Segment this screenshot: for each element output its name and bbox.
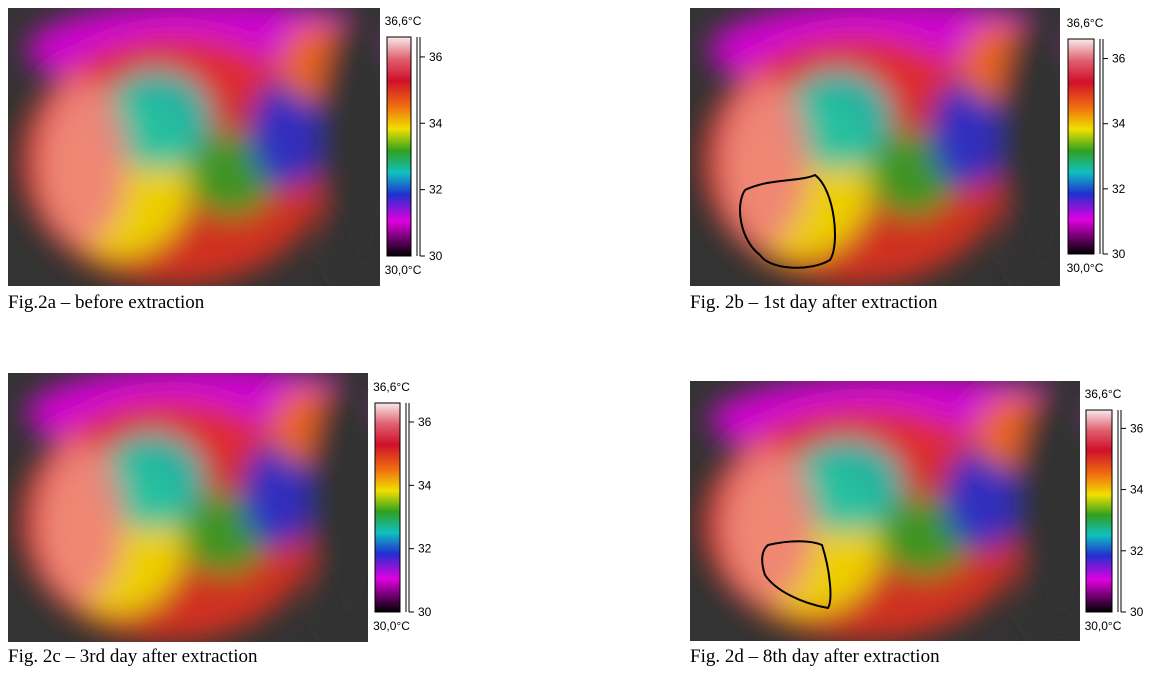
colorbar-max-label: 36,6°C <box>385 14 422 28</box>
thermal-image <box>18 373 368 642</box>
thermal-blobs <box>701 8 1060 286</box>
colorbar-tick-label: 34 <box>418 478 432 492</box>
colorbar-tick-label: 30 <box>1130 605 1144 619</box>
heat-blob <box>930 77 1005 189</box>
colorbar-tick-label: 34 <box>1112 117 1126 131</box>
heat-blob <box>98 432 206 530</box>
colorbar-min-label: 30,0°C <box>1067 261 1104 275</box>
thermal-panel: 36 34 32 30 36,6°C 30,0°C Fig.2a – before extr… <box>8 8 443 313</box>
colorbar <box>1067 38 1095 255</box>
thermal-panel: 36 34 32 30 36,6°C 30,0°C Fig. 2b – 1st day af… <box>690 8 1126 313</box>
colorbar-tick-label: 34 <box>1130 483 1144 497</box>
heat-blob <box>316 8 380 286</box>
colorbar-tick-label: 32 <box>1112 182 1126 196</box>
thermal-panel: 36 34 32 30 36,6°C 30,0°C Fig. 2d – 8th day af… <box>690 381 1144 667</box>
colorbar-min-label: 30,0°C <box>373 619 410 633</box>
colorbar-min-label: 30,0°C <box>385 263 422 277</box>
caption: Fig. 2b – 1st day after extraction <box>690 292 938 313</box>
colorbar-min-label: 30,0°C <box>1085 619 1122 633</box>
caption: Fig. 2d – 8th day after extraction <box>690 646 940 667</box>
colorbar-tick-label: 36 <box>1130 421 1144 435</box>
heat-blob <box>37 77 128 245</box>
colorbar-max-label: 36,6°C <box>373 380 410 394</box>
thermal-blobs <box>19 8 380 286</box>
heat-blob <box>997 8 1060 286</box>
thermal-blobs <box>701 381 1080 641</box>
heat-blob <box>1013 381 1080 641</box>
heat-blob <box>306 373 368 642</box>
thermal-image <box>701 381 1080 641</box>
region-outline <box>739 173 836 269</box>
colorbar-tick-label: 36 <box>429 50 443 64</box>
caption: Fig.2a – before extraction <box>8 292 205 313</box>
thermal-panel: 36 34 32 30 36,6°C 30,0°C Fig. 2c – 3rd day af… <box>8 373 432 667</box>
caption: Fig. 2c – 3rd day after extraction <box>8 646 258 667</box>
heat-blob <box>787 438 905 532</box>
heat-blob <box>943 446 1022 550</box>
heat-blob <box>721 446 815 602</box>
colorbar-tick-label: 32 <box>1130 544 1144 558</box>
thermal-image <box>19 8 380 286</box>
heat-blob <box>101 69 213 170</box>
colorbar-tick-label: 32 <box>418 542 432 556</box>
colorbar-max-label: 36,6°C <box>1085 387 1122 401</box>
colorbar <box>386 36 412 257</box>
thermal-image <box>701 8 1060 286</box>
colorbar-tick-label: 30 <box>418 605 432 619</box>
heat-blob <box>782 69 894 170</box>
colorbar-tick-label: 30 <box>429 249 443 263</box>
colorbar <box>374 402 401 613</box>
heat-blob <box>249 77 325 189</box>
heat-blob <box>36 440 124 602</box>
colorbar-tick-label: 32 <box>429 183 443 197</box>
colorbar-tick-label: 34 <box>429 116 443 130</box>
colorbar-tick-label: 36 <box>1112 52 1126 66</box>
colorbar <box>1085 409 1113 613</box>
colorbar-tick-label: 30 <box>1112 247 1126 261</box>
colorbar-max-label: 36,6°C <box>1067 16 1104 30</box>
colorbar-tick-label: 36 <box>418 415 432 429</box>
heat-blob <box>242 440 314 548</box>
heat-blob <box>719 77 809 245</box>
region-outline <box>761 540 832 610</box>
thermal-blobs <box>18 373 368 642</box>
